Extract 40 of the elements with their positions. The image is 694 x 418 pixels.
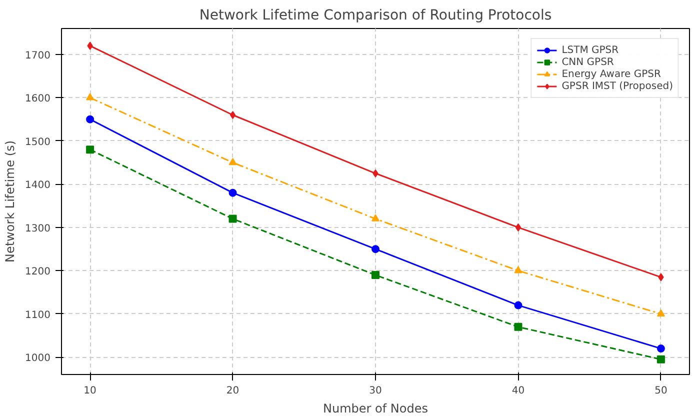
point (228, 214, 237, 223)
y-tick-label: 1700 (25, 50, 51, 62)
point (230, 111, 236, 119)
point (372, 245, 380, 254)
point (658, 273, 664, 282)
x-tick-label: 40 (512, 386, 525, 396)
point (514, 266, 522, 274)
x-tick-label: 50 (654, 386, 668, 396)
point (514, 322, 522, 331)
point (87, 42, 93, 50)
legend-label: CNN GPSR (562, 56, 614, 68)
y-tick-label: 1100 (25, 310, 51, 321)
y-axis-title: Network Lifetime (s) (3, 140, 18, 263)
x-tick-label: 10 (84, 386, 96, 396)
x-tick-label: 20 (226, 386, 240, 396)
point (656, 309, 665, 316)
y-tick-label: 1000 (25, 353, 51, 364)
x-tick-label: 30 (369, 386, 382, 396)
chart-title: Network Lifetime Comparison of Routing Protocols (199, 8, 552, 24)
legend-label: GPSR IMST (Proposed) (562, 80, 673, 92)
y-tick-label: 1300 (25, 223, 51, 234)
legend-label: Energy Aware GPSR (562, 68, 661, 80)
point (372, 169, 378, 178)
point (514, 301, 522, 310)
legend-label: LSTM GPSR (562, 44, 619, 56)
point (86, 115, 94, 124)
point (372, 271, 380, 280)
point (515, 223, 522, 232)
point (372, 214, 380, 222)
y-tick-label: 1600 (25, 94, 51, 105)
point (228, 158, 237, 166)
x-axis-title: Number of Nodes (323, 402, 428, 416)
y-tick-label: 1500 (25, 136, 51, 148)
point (86, 146, 94, 154)
point (656, 344, 665, 353)
point (86, 93, 94, 100)
y-tick-label: 1200 (25, 266, 51, 278)
y-tick-label: 1400 (25, 180, 51, 192)
point (228, 188, 237, 197)
point (656, 355, 665, 364)
